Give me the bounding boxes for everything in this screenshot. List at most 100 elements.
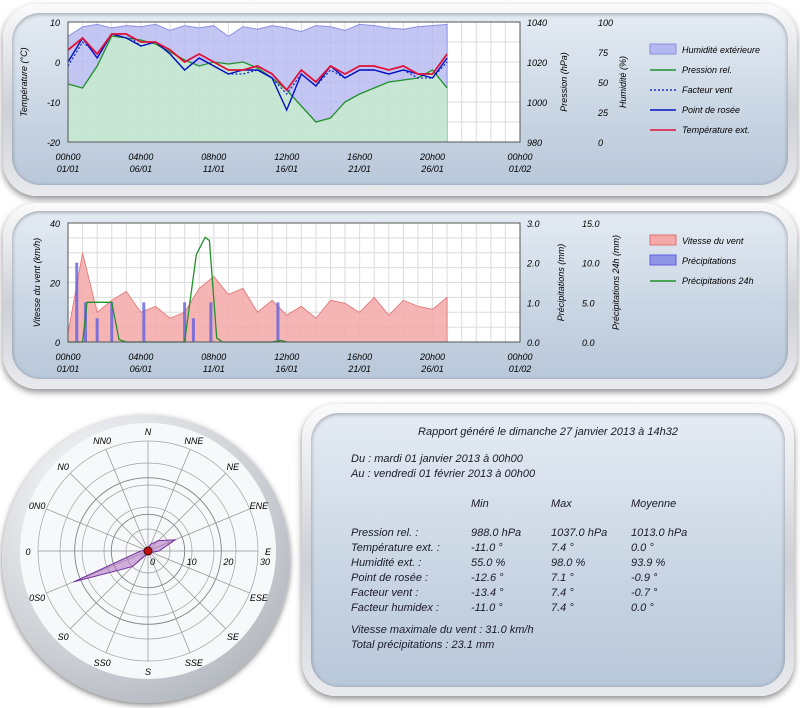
stat-label: Pression rel. : — [351, 527, 419, 539]
rose-direction-label: 0S0 — [29, 593, 45, 603]
x-tick-date: 06/01 — [130, 164, 153, 174]
stat-max: 7.1 ° — [551, 572, 574, 584]
humidity-tick-label: 50 — [598, 78, 608, 88]
rose-radial-tick: 0 — [150, 557, 155, 567]
temperature-axis-label: Température (°C) — [19, 47, 29, 116]
rose-direction-label: N0 — [57, 462, 69, 472]
x-tick-time: 12h00 — [274, 152, 299, 162]
pressure-tick-label: 1000 — [527, 98, 547, 108]
x-tick-time: 00h00 — [55, 352, 80, 362]
humidity-axis-label: Humidité (%) — [618, 56, 628, 108]
humidity-tick-label: 75 — [598, 48, 609, 58]
x-tick-time: 00h00 — [55, 152, 80, 162]
rose-spoke — [147, 550, 227, 630]
stat-min: -11.0 ° — [471, 542, 503, 554]
legend-label: Précipitations — [682, 256, 737, 266]
stat-label: Facteur vent : — [351, 587, 419, 599]
rose-spoke — [147, 550, 191, 653]
legend-label: Précipitations 24h — [682, 276, 754, 286]
series-temperature — [67, 33, 448, 92]
x-tick-time: 16h00 — [347, 152, 372, 162]
rose-spoke — [147, 550, 250, 594]
stat-min: -11.0 ° — [471, 602, 503, 614]
stat-label: Humidité ext. : — [351, 557, 422, 569]
x-tick-date: 11/01 — [203, 364, 225, 374]
stat-min: -12.6 ° — [471, 572, 504, 584]
humidity-tick-label: 100 — [598, 18, 613, 28]
stat-avg: 1013.0 hPa — [631, 527, 688, 539]
precip24-tick-label: 10.0 — [582, 259, 600, 269]
rose-spoke — [147, 449, 191, 552]
legend-label: Point de rosée — [682, 105, 740, 115]
precip-tick-label: 1.0 — [527, 298, 540, 308]
report-total-precip: Total précipitations : 23.1 mm — [351, 639, 495, 651]
wind-tick-label: 40 — [50, 219, 60, 229]
x-tick-date: 16/01 — [275, 364, 298, 374]
temperature-chart-inner: 10 0 -10 -20 Température (°C) 1040 1020 1000 980… — [12, 13, 788, 185]
humidity-tick-label: 0 — [598, 138, 603, 148]
x-tick-time: 08h00 — [201, 152, 226, 162]
stat-label: Point de rosée : — [351, 572, 429, 584]
precip-bar — [276, 302, 280, 342]
rose-direction-label: E — [265, 547, 272, 557]
precip-bar — [110, 302, 114, 342]
precip-bar — [183, 302, 187, 342]
rose-radial-tick: 10 — [187, 557, 197, 567]
stat-max: 7.4 ° — [551, 602, 574, 614]
precip-bar — [83, 302, 87, 342]
x-tick-date: 26/01 — [420, 364, 444, 374]
stat-min: 55.0 % — [471, 557, 506, 569]
report-from: Du : mardi 01 janvier 2013 à 00h00 — [351, 453, 523, 465]
precip24-axis-label: Précipitations 24h (mm) — [611, 235, 621, 330]
precip-tick-label: 3.0 — [527, 219, 540, 229]
stat-min: 988.0 hPa — [471, 527, 522, 539]
stat-min: -13.4 ° — [471, 587, 504, 599]
rose-direction-label: N — [145, 427, 152, 437]
rose-direction-label: 0 — [25, 547, 30, 557]
wind-chart-panel: 40 20 0 Vitesse du vent (km/h) 3.0 2.0 1.0 0.0 P… — [3, 203, 797, 389]
humidity-tick-label: 25 — [597, 108, 609, 118]
rose-direction-label: S — [145, 667, 151, 677]
wind-chart: 40 20 0 Vitesse du vent (km/h) 3.0 2.0 1.0 0.0 P… — [32, 219, 754, 374]
plot-frame — [67, 222, 521, 343]
legend-swatch-wind — [649, 234, 677, 246]
x-tick-date: 26/01 — [420, 164, 444, 174]
wind-chart-inner: 40 20 0 Vitesse du vent (km/h) 3.0 2.0 1.0 0.0 P… — [12, 211, 788, 379]
precip24-tick-label: 0.0 — [582, 338, 595, 348]
pressure-tick-label: 1040 — [527, 18, 547, 28]
x-tick-time: 20h00 — [419, 152, 445, 162]
precip-axis-label: Précipitations (mm) — [556, 244, 566, 322]
rose-direction-label: SSE — [185, 658, 204, 668]
x-tick-time: 00h00 — [507, 152, 532, 162]
x-tick-time: 08h00 — [201, 352, 226, 362]
x-tick-time: 20h00 — [419, 352, 445, 362]
stat-label: Température ext. : — [351, 542, 440, 554]
legend-swatch-humidity — [649, 43, 677, 55]
rose-direction-label: NN0 — [93, 436, 111, 446]
temperature-chart-panel: 10 0 -10 -20 Température (°C) 1040 1020 1000 980… — [3, 4, 797, 196]
wind-rose-dial: N NNE NE ENE E ESE SE SSE S SS0 S0 0S0 0 0N0 N0 NN0 0 10 2… — [2, 415, 290, 703]
x-tick-date: 11/01 — [203, 164, 225, 174]
wind-rose-chart: N NNE NE ENE E ESE SE SSE S SS0 S0 0S0 0 0N0 N0 NN0 0 10 2… — [20, 423, 276, 679]
rose-direction-label: SS0 — [94, 658, 111, 668]
legend-label: Température ext. — [682, 125, 750, 135]
x-tick-time: 04h00 — [128, 352, 153, 362]
rose-spoke — [105, 449, 149, 552]
x-tick-time: 12h00 — [274, 352, 299, 362]
stat-avg: 0.0 ° — [631, 542, 654, 554]
series-dewpoint — [67, 33, 448, 112]
col-header-max: Max — [551, 498, 572, 510]
x-tick-date: 21/01 — [347, 364, 371, 374]
temp-tick-label: -20 — [47, 138, 60, 148]
x-tick-date: 06/01 — [130, 364, 153, 374]
rose-direction-label: ENE — [250, 501, 270, 511]
legend-label: Facteur vent — [682, 85, 733, 95]
stat-max: 1037.0 hPa — [551, 527, 608, 539]
temp-tick-label: -10 — [47, 98, 60, 108]
precip-tick-label: 2.0 — [526, 259, 540, 269]
x-tick-date: 01/01 — [57, 364, 80, 374]
legend-label: Humidité extérieure — [682, 45, 760, 55]
report-title: Rapport généré le dimanche 27 janvier 20… — [418, 426, 678, 438]
report-max-wind: Vitesse maximale du vent : 31.0 km/h — [351, 624, 534, 636]
